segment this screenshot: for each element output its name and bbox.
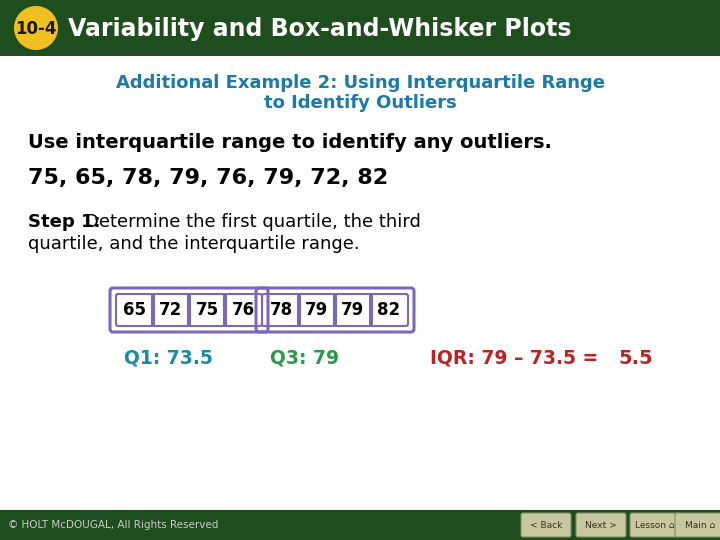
Text: 75: 75 [195, 301, 219, 319]
Text: Next >: Next > [585, 521, 617, 530]
Text: Additional Example 2: Using Interquartile Range: Additional Example 2: Using Interquartil… [115, 74, 605, 92]
Text: 82: 82 [377, 301, 400, 319]
Text: Determine the first quartile, the third: Determine the first quartile, the third [85, 213, 421, 231]
Text: < Back: < Back [530, 521, 562, 530]
Text: Q1: 73.5: Q1: 73.5 [124, 348, 212, 368]
Text: Use interquartile range to identify any outliers.: Use interquartile range to identify any … [28, 133, 552, 152]
FancyBboxPatch shape [630, 513, 680, 537]
Text: 5.5: 5.5 [618, 348, 652, 368]
FancyBboxPatch shape [576, 513, 626, 537]
Text: 75, 65, 78, 79, 76, 79, 72, 82: 75, 65, 78, 79, 76, 79, 72, 82 [28, 168, 388, 188]
FancyBboxPatch shape [521, 513, 571, 537]
Text: to Identify Outliers: to Identify Outliers [264, 94, 456, 112]
Text: 72: 72 [159, 301, 183, 319]
Text: 76: 76 [231, 301, 255, 319]
Text: 10-4: 10-4 [15, 20, 57, 38]
FancyBboxPatch shape [0, 510, 720, 540]
Text: quartile, and the interquartile range.: quartile, and the interquartile range. [28, 235, 359, 253]
Circle shape [14, 6, 58, 50]
Text: Q3: 79: Q3: 79 [271, 348, 340, 368]
Text: Step 1:: Step 1: [28, 213, 101, 231]
Text: Lesson ⌂: Lesson ⌂ [635, 521, 675, 530]
Text: Variability and Box-and-Whisker Plots: Variability and Box-and-Whisker Plots [68, 17, 572, 41]
Text: 78: 78 [269, 301, 292, 319]
Text: IQR: 79 – 73.5 =: IQR: 79 – 73.5 = [430, 348, 605, 368]
FancyBboxPatch shape [0, 0, 720, 56]
Text: 65: 65 [124, 301, 146, 319]
Text: Main ⌂: Main ⌂ [685, 521, 715, 530]
Text: © HOLT McDOUGAL, All Rights Reserved: © HOLT McDOUGAL, All Rights Reserved [8, 520, 218, 530]
FancyBboxPatch shape [675, 513, 720, 537]
Text: 79: 79 [341, 301, 364, 319]
Text: 79: 79 [305, 301, 328, 319]
